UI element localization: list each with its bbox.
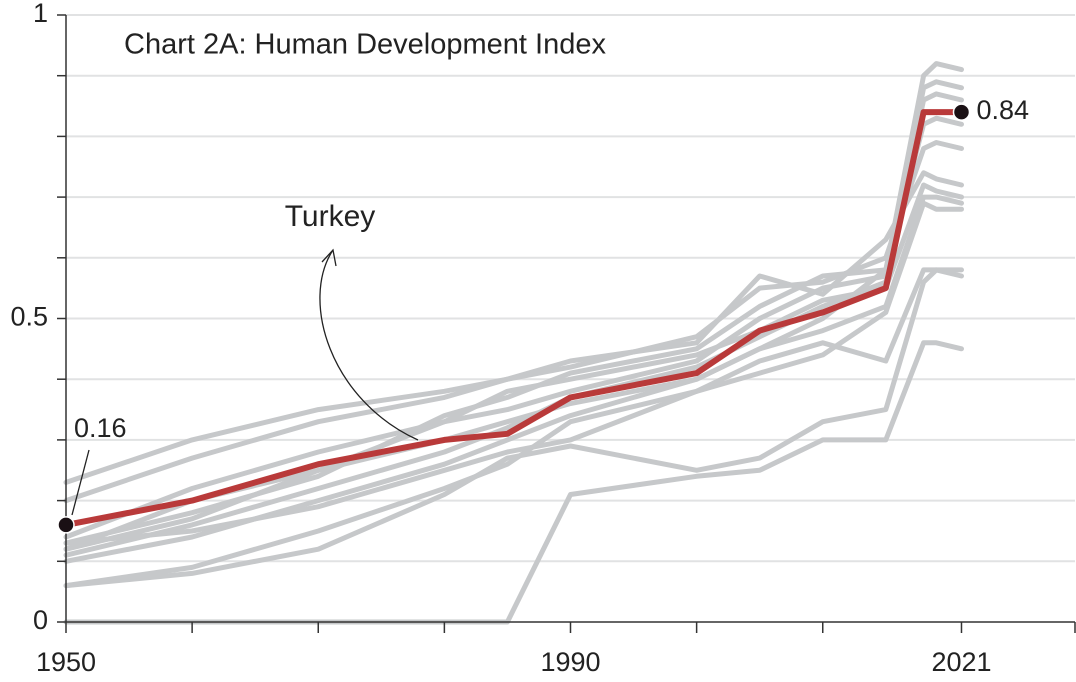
line [63, 182, 964, 552]
lines [63, 61, 965, 625]
label-leader [71, 449, 90, 516]
line [63, 170, 964, 504]
line [63, 340, 964, 625]
annotation-arrow [319, 249, 419, 441]
data-label: 0.84 [976, 95, 1029, 125]
point-marker [57, 516, 75, 534]
point-marker [952, 103, 971, 121]
chart-title: Chart 2A: Human Development Index [124, 29, 606, 61]
y-tick-label: 0 [33, 605, 48, 635]
y-tick-label: 1 [33, 0, 48, 28]
line [63, 79, 964, 558]
annotation-arrowhead [321, 248, 337, 267]
line [63, 200, 964, 589]
line [63, 194, 964, 564]
line [63, 91, 964, 540]
x-tick-label: 1990 [540, 647, 600, 677]
y-tick-label: 0.5 [10, 302, 48, 332]
line [63, 267, 964, 589]
x-tick-label: 2021 [931, 647, 991, 677]
line [63, 140, 964, 485]
annotation: Turkey [285, 200, 376, 233]
x-tick-label: 1950 [36, 647, 96, 677]
highlight-line [63, 109, 965, 528]
axes: 0 0.5 1 1950 1990 2021 [10, 0, 1076, 677]
data-label: 0.16 [74, 413, 127, 443]
